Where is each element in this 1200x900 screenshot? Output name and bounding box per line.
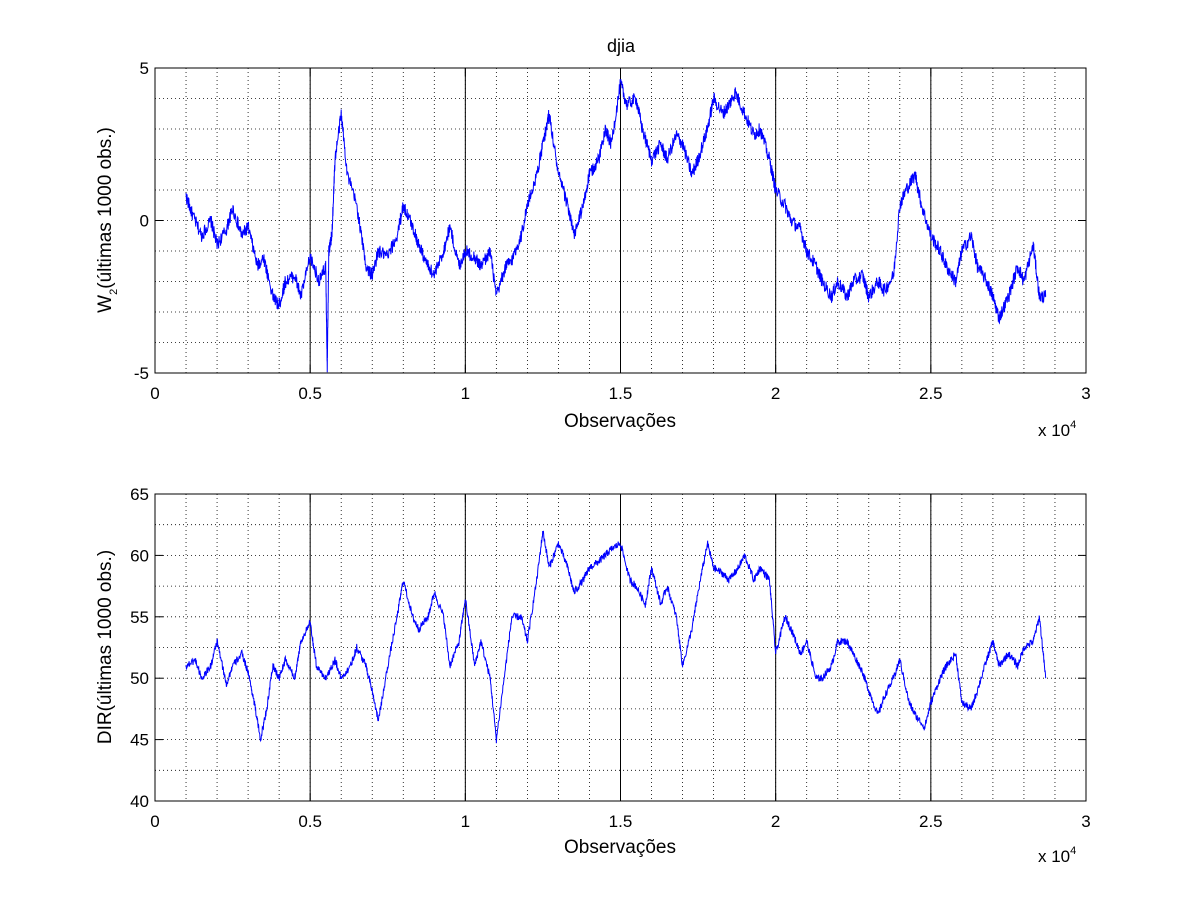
top-subplot: djia 0 0.5 1 1.5 2 2.5 3 -505 Observações x 10…	[95, 36, 1091, 440]
bottom-series	[185, 530, 1047, 744]
bottom-x-tick-label: 1.5	[609, 812, 633, 831]
bottom-y-ticks: 40 45 50 55 60 65	[130, 485, 1086, 811]
top-series-line	[185, 79, 1047, 373]
bottom-x-tick-label: 2	[771, 812, 780, 831]
bottom-x-tick-label: 3	[1081, 812, 1090, 831]
bottom-x-multiplier: x 104	[1038, 845, 1076, 866]
top-y-ticks: -5 0 5	[134, 59, 1086, 383]
bottom-x-tick-label: 0.5	[298, 812, 322, 831]
bottom-x-multiplier-base: x 10	[1038, 847, 1070, 866]
bottom-y-label-main: DIR(últimas 1000 obs.)	[95, 550, 116, 744]
bottom-series-line	[185, 530, 1047, 744]
top-x-multiplier-base: x 10	[1038, 421, 1070, 440]
bottom-subplot: 0 0.5 1 1.5 2 2.5 3 40 45 50 55 60 65 Observações x…	[95, 485, 1091, 866]
bottom-y-tick-label: 55	[130, 608, 149, 627]
top-x-tick-label: 0.5	[298, 384, 322, 403]
top-y-label-rest: (últimas 1000 obs.)	[95, 127, 116, 289]
bottom-y-axis-label: DIR(últimas 1000 obs.)	[95, 550, 116, 744]
bottom-x-ticks: 0 0.5 1 1.5 2 2.5 3	[150, 494, 1091, 831]
top-x-tick-label: 0	[150, 384, 159, 403]
top-series	[185, 79, 1047, 373]
bottom-y-tick-label: 60	[130, 546, 149, 565]
bottom-x-tick-label: 1	[461, 812, 470, 831]
top-y-tick-label: -5	[134, 364, 149, 383]
top-x-ticks: 0 0.5 1 1.5 2 2.5 3	[150, 68, 1091, 403]
bottom-y-tick-label: 40	[130, 792, 149, 811]
bottom-y-tick-label: 50	[130, 669, 149, 688]
top-x-axis-label: Observações	[564, 411, 676, 432]
top-chart-title: djia	[607, 36, 636, 56]
bottom-y-tick-label: 65	[130, 485, 149, 504]
top-y-label-sub: 2	[108, 289, 120, 295]
top-x-multiplier: x 104	[1038, 419, 1076, 440]
bottom-x-multiplier-exp: 4	[1070, 845, 1076, 857]
top-y-tick-label: 0	[140, 212, 149, 231]
top-x-multiplier-exp: 4	[1070, 419, 1076, 431]
bottom-x-axis-label: Observações	[564, 837, 676, 858]
top-x-tick-label: 3	[1081, 384, 1090, 403]
top-x-tick-label: 2	[771, 384, 780, 403]
top-y-label-main: W	[95, 295, 116, 313]
bottom-x-tick-label: 0	[150, 812, 159, 831]
top-x-tick-label: 1.5	[609, 384, 633, 403]
top-y-tick-label: 5	[140, 59, 149, 78]
top-x-tick-label: 2.5	[919, 384, 943, 403]
bottom-y-tick-label: 45	[130, 731, 149, 750]
top-x-tick-label: 1	[461, 384, 470, 403]
top-vlines	[309, 68, 932, 373]
bottom-x-tick-label: 2.5	[919, 812, 943, 831]
top-y-axis-label: W2(últimas 1000 obs.)	[95, 127, 120, 313]
